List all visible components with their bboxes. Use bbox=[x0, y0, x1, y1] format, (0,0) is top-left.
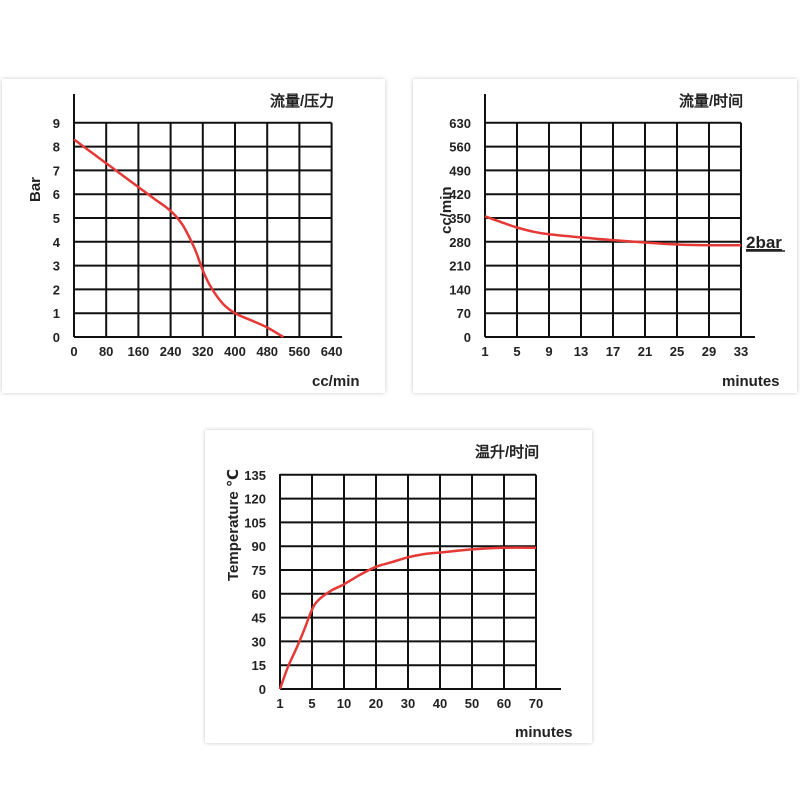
y-tick-label: 420 bbox=[449, 187, 471, 202]
y-tick-label: 30 bbox=[252, 634, 266, 649]
y-axis-label: Temperature ℃ bbox=[225, 469, 242, 581]
data-series-line bbox=[484, 215, 742, 247]
x-tick-label: 320 bbox=[192, 344, 214, 359]
y-tick-label: 135 bbox=[244, 468, 266, 483]
chart-panel-temp-time: 温升/时间 Temperature ℃ minutes 1 5 10 20 30 40 50… bbox=[205, 430, 592, 743]
x-tick-label: 240 bbox=[160, 344, 182, 359]
chart-title: 流量/时间 bbox=[679, 92, 743, 110]
x-tick-label: 5 bbox=[308, 696, 315, 711]
x-axis-label: minutes bbox=[722, 373, 780, 390]
y-tick-label: 0 bbox=[53, 330, 60, 345]
y-tick-label: 70 bbox=[457, 306, 471, 321]
y-tick-label: 210 bbox=[449, 259, 471, 274]
y-tick-label: 2 bbox=[53, 282, 60, 297]
x-tick-label: 30 bbox=[401, 696, 415, 711]
y-tick-label: 560 bbox=[449, 140, 471, 155]
data-series-line bbox=[278, 546, 537, 690]
y-tick-label: 105 bbox=[244, 515, 266, 530]
x-tick-label: 13 bbox=[574, 344, 588, 359]
y-tick-label: 45 bbox=[252, 611, 266, 626]
y-tick-label: 75 bbox=[252, 563, 266, 578]
flow-pressure-chart: 流量/压力 Bar cc/min 0 80 160 240 320 400 480 560 64… bbox=[27, 92, 360, 390]
y-tick-label: 350 bbox=[449, 211, 471, 226]
y-tick-label: 140 bbox=[449, 282, 471, 297]
data-series-line bbox=[73, 138, 284, 339]
y-tick-label: 490 bbox=[449, 163, 471, 178]
x-tick-label: 480 bbox=[256, 344, 278, 359]
y-tick-label: 0 bbox=[259, 682, 266, 697]
temp-time-chart: 温升/时间 Temperature ℃ minutes 1 5 10 20 30 40 50… bbox=[225, 443, 573, 741]
y-axis-label: Bar bbox=[27, 177, 44, 202]
y-tick-label: 7 bbox=[53, 163, 60, 178]
y-tick-label: 8 bbox=[53, 140, 60, 155]
y-tick-label: 3 bbox=[53, 259, 60, 274]
chart-title: 流量/压力 bbox=[270, 92, 334, 110]
x-tick-label: 80 bbox=[99, 344, 113, 359]
x-tick-label: 70 bbox=[529, 696, 543, 711]
flow-time-chart: 流量/时间 cc/min minutes 2bar 1 5 9 13 17 21 25 29 3… bbox=[438, 92, 785, 390]
y-tick-label: 120 bbox=[244, 492, 266, 507]
x-tick-label: 1 bbox=[276, 696, 283, 711]
y-tick-label: 280 bbox=[449, 235, 471, 250]
y-tick-label: 630 bbox=[449, 116, 471, 131]
y-tick-label: 60 bbox=[252, 587, 266, 602]
x-tick-label: 160 bbox=[128, 344, 150, 359]
x-tick-label: 60 bbox=[497, 696, 511, 711]
x-tick-label: 20 bbox=[369, 696, 383, 711]
x-tick-label: 25 bbox=[670, 344, 684, 359]
y-tick-label: 9 bbox=[53, 116, 60, 131]
x-axis-label: minutes bbox=[515, 724, 573, 741]
y-tick-label: 90 bbox=[252, 539, 266, 554]
y-tick-label: 5 bbox=[53, 211, 60, 226]
x-tick-label: 9 bbox=[545, 344, 552, 359]
x-axis-label: cc/min bbox=[312, 373, 360, 390]
x-tick-label: 560 bbox=[289, 344, 311, 359]
chart-title: 温升/时间 bbox=[475, 443, 539, 461]
x-tick-label: 21 bbox=[638, 344, 652, 359]
x-tick-label: 33 bbox=[734, 344, 748, 359]
chart-panel-flow-time: 流量/时间 cc/min minutes 2bar 1 5 9 13 17 21 25 29 3… bbox=[413, 79, 797, 393]
x-tick-label: 400 bbox=[224, 344, 246, 359]
chart-panel-flow-pressure: 流量/压力 Bar cc/min 0 80 160 240 320 400 480 560 64… bbox=[2, 79, 385, 393]
y-axis-label: cc/min bbox=[438, 186, 455, 234]
x-tick-label: 29 bbox=[702, 344, 716, 359]
y-tick-label: 1 bbox=[53, 306, 60, 321]
pressure-annotation: 2bar bbox=[746, 233, 782, 252]
x-tick-label: 10 bbox=[337, 696, 351, 711]
x-tick-label: 17 bbox=[606, 344, 620, 359]
x-tick-label: 5 bbox=[513, 344, 520, 359]
x-tick-label: 0 bbox=[70, 344, 77, 359]
x-tick-label: 640 bbox=[321, 344, 343, 359]
x-tick-label: 1 bbox=[481, 344, 488, 359]
y-tick-label: 15 bbox=[252, 658, 266, 673]
x-tick-label: 40 bbox=[433, 696, 447, 711]
x-tick-label: 50 bbox=[465, 696, 479, 711]
y-tick-label: 4 bbox=[53, 235, 61, 250]
y-tick-label: 0 bbox=[464, 330, 471, 345]
y-tick-label: 6 bbox=[53, 187, 60, 202]
